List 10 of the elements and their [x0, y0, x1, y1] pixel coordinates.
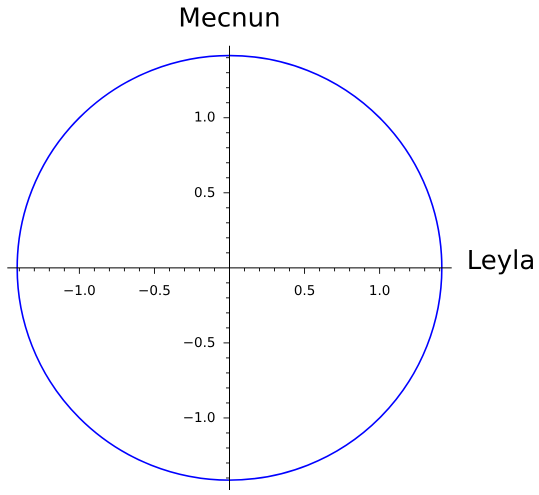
y-tick-label: −1.0	[182, 410, 216, 426]
x-axis-title: Leyla	[466, 246, 536, 276]
y-tick-label: 1.0	[194, 110, 216, 126]
x-tick-label: 0.5	[294, 282, 316, 299]
x-tick-label: 1.0	[368, 282, 390, 299]
y-tick-label: −0.5	[182, 334, 216, 351]
x-tick-label: −0.5	[138, 282, 171, 299]
y-axis-title: Mecnun	[178, 4, 281, 34]
y-tick-label: 0.5	[194, 184, 216, 201]
x-tick-label: −1.0	[62, 282, 96, 299]
